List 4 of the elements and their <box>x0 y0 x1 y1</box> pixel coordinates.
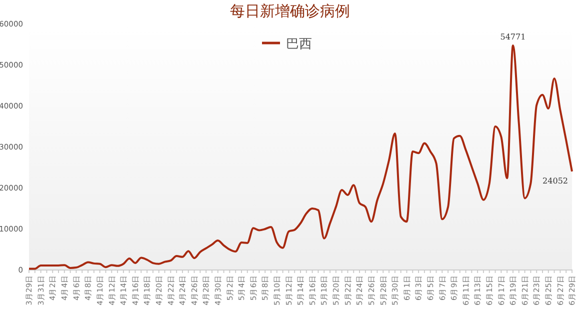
data-label: 24052 <box>542 176 568 186</box>
chart-title: 每日新增确诊病例 <box>230 2 350 20</box>
data-label: 54771 <box>500 32 526 42</box>
legend-label: 巴西 <box>286 37 312 52</box>
